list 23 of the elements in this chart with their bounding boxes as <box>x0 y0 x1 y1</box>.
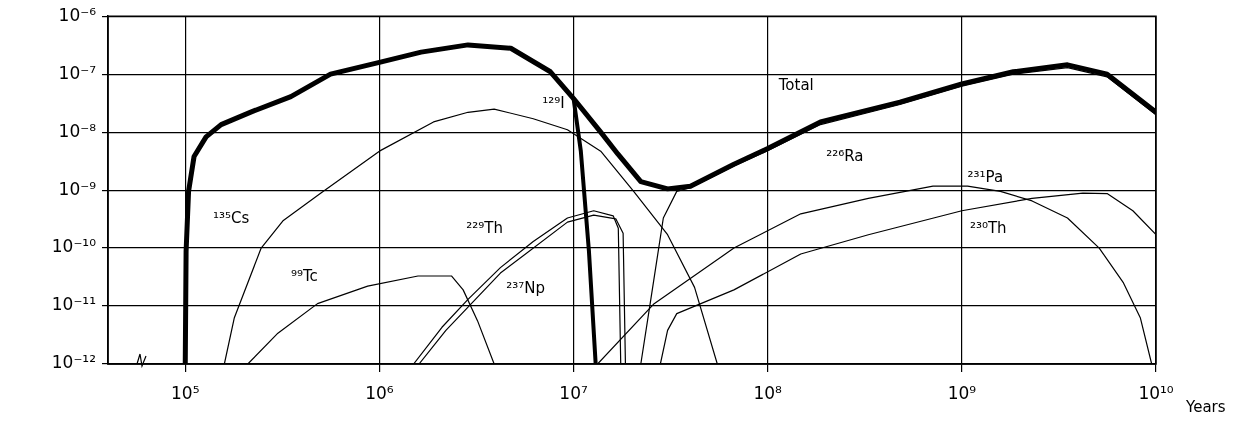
x-tick-label: 10¹⁰ <box>1138 382 1174 403</box>
series-label: ⁹⁹Tc <box>290 267 318 286</box>
series-label: ²³⁷Np <box>506 278 546 297</box>
x-tick-label: 10⁹ <box>947 382 977 403</box>
y-tick-label: 10⁻⁹ <box>58 178 97 199</box>
series-label: ²²⁹Th <box>466 219 503 238</box>
y-tick-label: 10⁻¹⁰ <box>51 236 97 257</box>
y-tick-label: 10⁻⁷ <box>58 62 97 83</box>
series-label: ²²⁶Ra <box>826 146 864 165</box>
x-axis-title: Years <box>1185 397 1226 416</box>
y-tick-label: 10⁻¹¹ <box>51 294 96 315</box>
y-tick-label: 10⁻¹² <box>51 352 96 373</box>
x-tick-label: 10⁷ <box>559 382 588 403</box>
series-label: Total <box>777 76 814 95</box>
x-tick-label: 10⁸ <box>753 382 783 403</box>
series-label: ²³⁰Th <box>969 219 1007 238</box>
series-label: ²³¹Pa <box>967 167 1004 186</box>
y-tick-label: 10⁻⁸ <box>58 120 97 141</box>
y-tick-label: 10⁻⁶ <box>58 4 97 25</box>
x-tick-label: 10⁶ <box>365 382 394 403</box>
series-label: ¹³⁵Cs <box>213 209 250 228</box>
x-tick-label: 10⁵ <box>171 382 200 403</box>
series-label: ¹²⁹I <box>542 94 565 113</box>
